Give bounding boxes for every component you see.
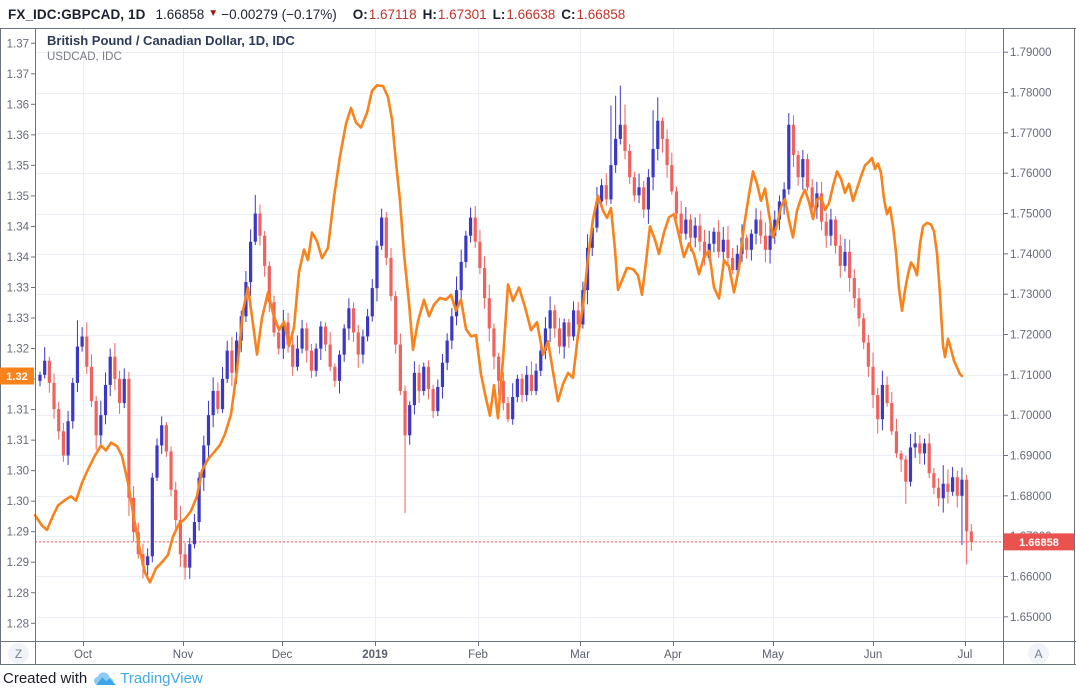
svg-text:1.31: 1.31 bbox=[7, 435, 29, 447]
auto-scale-button[interactable]: A bbox=[1028, 643, 1049, 664]
last-price: 1.66858 bbox=[155, 6, 205, 22]
svg-text:1.69000: 1.69000 bbox=[1010, 450, 1052, 462]
svg-text:1.75000: 1.75000 bbox=[1010, 209, 1052, 221]
svg-text:1.66000: 1.66000 bbox=[1010, 571, 1052, 583]
close-label: C: bbox=[561, 6, 576, 22]
price-chart-canvas[interactable]: 1.79000 1.78000 1.77000 1.76000 1.75000 1.740… bbox=[0, 28, 1076, 665]
svg-text:1.33: 1.33 bbox=[7, 282, 29, 294]
high-value: 1.67301 bbox=[437, 6, 487, 22]
svg-text:1.79000: 1.79000 bbox=[1010, 47, 1052, 59]
svg-text:1.32: 1.32 bbox=[7, 344, 29, 356]
time-axis[interactable]: Oct Nov Dec 2019 Feb Mar Apr May Jun Jul bbox=[74, 641, 972, 661]
svg-text:Dec: Dec bbox=[272, 649, 293, 661]
low-value: 1.66638 bbox=[506, 6, 556, 22]
svg-text:1.78000: 1.78000 bbox=[1010, 88, 1052, 100]
svg-text:1.73000: 1.73000 bbox=[1010, 289, 1052, 301]
svg-text:Apr: Apr bbox=[664, 649, 682, 661]
left-price-axis[interactable]: 1.37 1.37 1.36 1.36 1.35 1.35 1.34 1.34 1.33 1.33… bbox=[7, 38, 35, 630]
gbpcad-price-badge: 1.66858 bbox=[1004, 533, 1074, 551]
svg-text:1.65000: 1.65000 bbox=[1010, 612, 1052, 624]
svg-text:1.32: 1.32 bbox=[6, 371, 27, 383]
symbol-title: FX_IDC:GBPCAD, 1D bbox=[8, 6, 146, 22]
svg-text:1.36: 1.36 bbox=[7, 99, 29, 111]
high-label: H: bbox=[422, 6, 437, 22]
svg-text:1.31: 1.31 bbox=[7, 405, 29, 417]
tradingview-brand-link[interactable]: TradingView bbox=[120, 670, 203, 687]
footer: Created with TradingView bbox=[0, 665, 1076, 692]
svg-text:1.30: 1.30 bbox=[7, 496, 29, 508]
usdcad-price-badge: 1.32 bbox=[0, 367, 34, 385]
svg-text:1.29: 1.29 bbox=[7, 557, 29, 569]
chart-area: 1.79000 1.78000 1.77000 1.76000 1.75000 1.740… bbox=[0, 28, 1076, 665]
svg-text:1.37: 1.37 bbox=[7, 69, 29, 81]
svg-text:1.33: 1.33 bbox=[7, 313, 29, 325]
svg-text:Nov: Nov bbox=[173, 649, 194, 661]
svg-text:1.28: 1.28 bbox=[7, 618, 29, 630]
svg-text:Oct: Oct bbox=[74, 649, 93, 661]
svg-text:1.71000: 1.71000 bbox=[1010, 370, 1052, 382]
svg-text:1.30: 1.30 bbox=[7, 466, 29, 478]
candlestick-series bbox=[38, 85, 973, 580]
svg-text:1.36: 1.36 bbox=[7, 130, 29, 142]
svg-text:Feb: Feb bbox=[468, 649, 488, 661]
svg-text:1.66858: 1.66858 bbox=[1019, 537, 1059, 549]
created-with-label: Created with bbox=[3, 670, 88, 687]
low-label: L: bbox=[492, 6, 506, 22]
svg-text:1.70000: 1.70000 bbox=[1010, 410, 1052, 422]
svg-text:1.37: 1.37 bbox=[7, 38, 29, 50]
timezone-button[interactable]: Z bbox=[8, 643, 29, 664]
svg-text:1.34: 1.34 bbox=[7, 221, 30, 233]
svg-text:Mar: Mar bbox=[570, 649, 590, 661]
plot-frame bbox=[0, 28, 1076, 665]
svg-text:1.72000: 1.72000 bbox=[1010, 330, 1052, 342]
price-change: −0.00279 (−0.17%) bbox=[221, 6, 337, 22]
svg-text:May: May bbox=[762, 649, 784, 661]
open-label: O: bbox=[352, 6, 368, 22]
down-arrow-icon: ▼ bbox=[208, 7, 219, 19]
right-price-axis[interactable]: 1.79000 1.78000 1.77000 1.76000 1.75000 1.740… bbox=[1003, 47, 1052, 624]
svg-text:1.28: 1.28 bbox=[7, 588, 29, 600]
usdcad-line-series bbox=[33, 84, 964, 584]
open-value: 1.67118 bbox=[368, 6, 417, 22]
svg-text:1.34: 1.34 bbox=[7, 252, 30, 264]
svg-text:1.76000: 1.76000 bbox=[1010, 168, 1052, 180]
svg-text:1.68000: 1.68000 bbox=[1010, 491, 1052, 503]
svg-text:1.74000: 1.74000 bbox=[1010, 249, 1052, 261]
svg-text:Jul: Jul bbox=[958, 649, 973, 661]
svg-text:2019: 2019 bbox=[362, 649, 388, 661]
close-value: 1.66858 bbox=[576, 6, 626, 22]
svg-text:1.35: 1.35 bbox=[7, 160, 29, 172]
chart-header: FX_IDC:GBPCAD, 1D 1.66858 ▼ −0.00279 (−0… bbox=[0, 0, 1076, 28]
svg-text:Jun: Jun bbox=[864, 649, 883, 661]
svg-text:1.35: 1.35 bbox=[7, 191, 29, 203]
svg-text:1.77000: 1.77000 bbox=[1010, 128, 1052, 140]
svg-text:1.29: 1.29 bbox=[7, 527, 29, 539]
tradingview-logo-icon bbox=[94, 671, 117, 685]
